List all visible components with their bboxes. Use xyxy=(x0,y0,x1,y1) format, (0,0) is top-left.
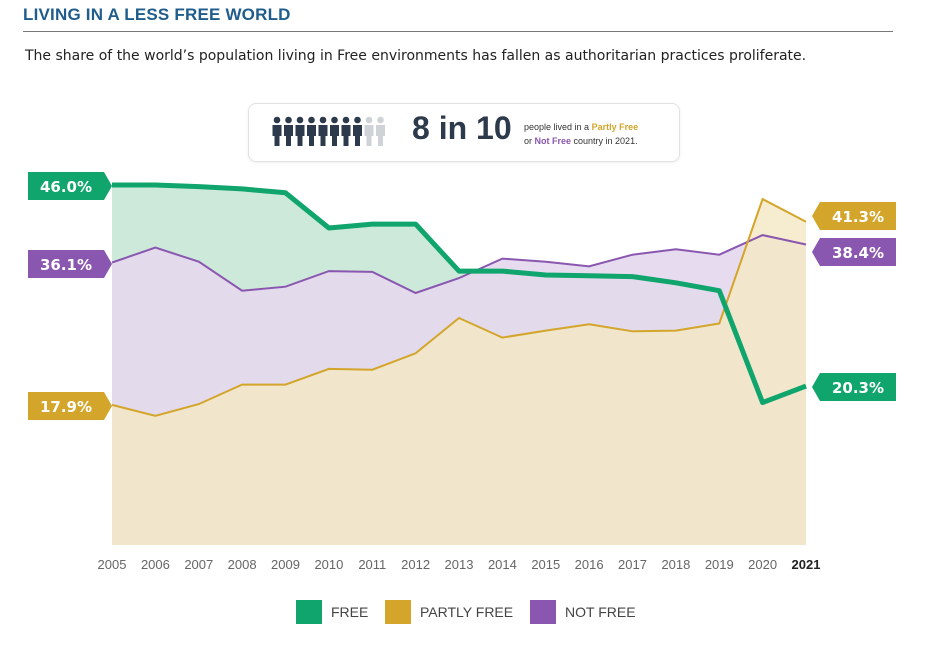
people-icon-row xyxy=(272,116,385,146)
start-not-free-value: 36.1% xyxy=(40,256,92,274)
start-free-value: 46.0% xyxy=(40,178,92,196)
x-tick-label: 2021 xyxy=(792,557,821,572)
legend-item-partly-free: PARTLY FREE xyxy=(385,598,513,626)
legend-label-free: FREE xyxy=(331,604,369,620)
person-icon-filled xyxy=(284,116,293,146)
legend: FREE PARTLY FREE NOT FREE xyxy=(0,598,945,626)
chart-subtitle: The share of the world’s population livi… xyxy=(25,48,807,64)
person-icon-filled xyxy=(307,116,316,146)
x-tick-label: 2014 xyxy=(488,557,517,572)
legend-swatch-not-free xyxy=(530,600,556,624)
x-tick-label: 2008 xyxy=(228,557,257,572)
legend-swatch-partly-free xyxy=(385,600,411,624)
legend-label-not-free: NOT FREE xyxy=(565,604,636,620)
person-icon-faded xyxy=(376,116,385,146)
x-tick-label: 2017 xyxy=(618,557,647,572)
end-free-value: 20.3% xyxy=(832,379,884,397)
x-tick-label: 2016 xyxy=(575,557,604,572)
person-icon-filled xyxy=(341,116,351,146)
legend-swatch-free xyxy=(296,600,322,624)
callout-line2-tail: country in 2021. xyxy=(571,136,638,146)
start-not-free-tag xyxy=(28,250,112,278)
callout-line2-text: or xyxy=(524,136,535,146)
callout-line1-text: people lived in a xyxy=(524,122,592,132)
x-tick-label: 2007 xyxy=(184,557,213,572)
stat-callout: 8 in 10 people lived in a Partly Free or… xyxy=(248,103,680,162)
person-icon-filled xyxy=(353,116,362,146)
chart-title: LIVING IN A LESS FREE WORLD xyxy=(23,5,291,24)
callout-description: people lived in a Partly Free or Not Fre… xyxy=(524,120,638,148)
callout-partly-free: Partly Free xyxy=(591,122,639,132)
free-line xyxy=(112,182,807,406)
end-not-free-value: 38.4% xyxy=(832,244,884,262)
x-tick-label: 2006 xyxy=(141,557,170,572)
legend-item-free: FREE xyxy=(296,598,368,626)
x-tick-label: 2011 xyxy=(358,557,386,572)
legend-item-not-free: NOT FREE xyxy=(530,598,636,626)
x-tick-label: 2020 xyxy=(748,557,777,572)
x-tick-label: 2013 xyxy=(445,557,474,572)
x-tick-label: 2012 xyxy=(401,557,430,572)
end-not-free-tag xyxy=(812,238,896,266)
end-partly-free-tag xyxy=(812,202,896,230)
x-tick-label: 2009 xyxy=(271,557,300,572)
person-icon-filled xyxy=(272,116,282,146)
legend-label-partly-free: PARTLY FREE xyxy=(420,604,514,620)
x-tick-label: 2010 xyxy=(314,557,343,572)
callout-big-stat: 8 in 10 xyxy=(412,110,512,146)
person-icon-filled xyxy=(330,116,339,146)
end-partly-free-value: 41.3% xyxy=(832,208,884,226)
start-free-tag xyxy=(28,172,112,200)
start-partly-free-tag xyxy=(28,392,112,420)
partly-free-line xyxy=(111,197,807,417)
partly-free-area xyxy=(112,199,806,545)
not-free-line xyxy=(111,234,807,295)
x-tick-label: 2015 xyxy=(531,557,560,572)
person-icon-faded xyxy=(364,116,374,146)
callout-not-free: Not Free xyxy=(534,136,572,146)
title-divider xyxy=(23,31,893,32)
start-partly-free-value: 17.9% xyxy=(40,398,92,416)
person-icon-filled xyxy=(295,116,305,146)
x-tick-label: 2019 xyxy=(705,557,734,572)
end-free-tag xyxy=(812,373,896,401)
x-tick-label: 2005 xyxy=(98,557,127,572)
person-icon-filled xyxy=(318,116,328,146)
x-tick-label: 2018 xyxy=(661,557,690,572)
